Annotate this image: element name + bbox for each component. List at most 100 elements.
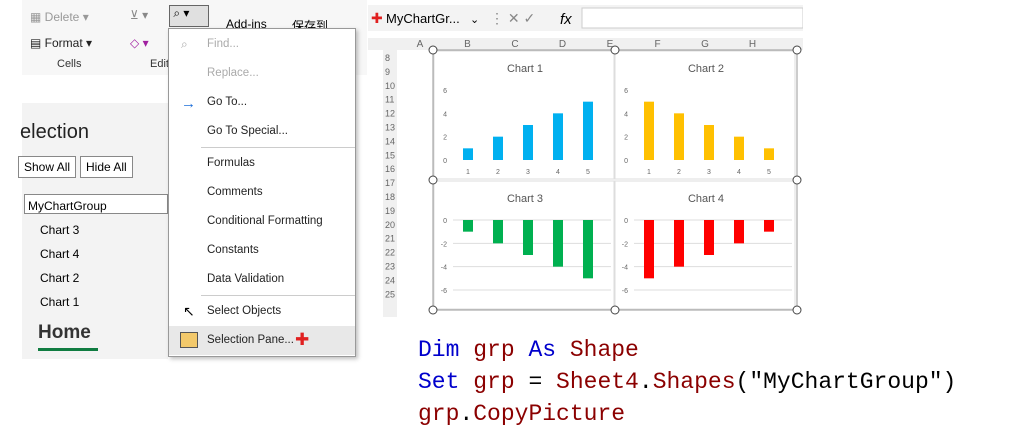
row-label: 25	[385, 289, 395, 299]
bar	[523, 220, 533, 255]
row-label: 19	[385, 206, 395, 216]
bar	[764, 148, 774, 160]
menu-item[interactable]: Selection Pane...	[207, 334, 294, 346]
group-label: Cells	[57, 58, 82, 70]
bar	[764, 220, 774, 232]
menu-item[interactable]: Formulas	[207, 157, 255, 169]
row-label: 21	[385, 234, 395, 244]
pane-item[interactable]: Chart 1	[40, 295, 80, 309]
row-label: 17	[385, 178, 395, 188]
bar	[704, 220, 714, 255]
pane-item[interactable]: Chart 3	[40, 223, 80, 237]
code-token: ("MyChartGroup")	[735, 369, 957, 395]
separator	[201, 147, 355, 148]
cursor-icon: ↖	[183, 303, 195, 319]
resize-handle	[428, 175, 438, 185]
menu-item[interactable]: Select Objects	[207, 305, 282, 317]
code-token: CopyPicture	[473, 401, 626, 427]
addins-button[interactable]: Add-ins	[226, 17, 267, 31]
x-tick-label: 3	[707, 169, 711, 176]
x-tick-label: 3	[526, 169, 530, 176]
x-tick-label: 2	[496, 169, 500, 176]
code-token: As	[528, 337, 557, 363]
menu-item[interactable]: Constants	[207, 244, 259, 256]
code-token: Set	[418, 369, 460, 395]
separator	[201, 295, 355, 296]
resize-handle	[792, 45, 802, 55]
column-label: G	[701, 39, 709, 50]
row-label: 8	[385, 53, 390, 63]
menu-item[interactable]: Find...	[207, 38, 239, 50]
bar	[704, 125, 714, 160]
bar	[493, 220, 503, 244]
y-tick-label: -2	[622, 241, 628, 248]
row-header	[383, 50, 397, 317]
find-select-button[interactable]: ⌕ ▾	[169, 5, 209, 27]
label: Delete	[44, 10, 80, 24]
label: Format	[44, 36, 83, 50]
bar	[674, 113, 684, 160]
code-token: .	[638, 369, 653, 395]
menu-item[interactable]: Go To Special...	[207, 125, 288, 137]
row-label: 16	[385, 164, 395, 174]
resize-handle	[792, 175, 802, 185]
row-label: 15	[385, 150, 395, 160]
resize-handle	[610, 45, 620, 55]
bar	[463, 148, 473, 160]
menu-item[interactable]: Conditional Formatting	[207, 215, 323, 227]
menu-item[interactable]: Data Validation	[207, 273, 285, 285]
pane-item[interactable]: Chart 4	[40, 247, 80, 261]
row-label: 10	[385, 81, 395, 91]
y-tick-label: -2	[441, 241, 447, 248]
code-token: .	[459, 401, 474, 427]
pane-title: election	[20, 121, 89, 143]
show-all-button[interactable]: Show All	[18, 156, 77, 178]
bar	[734, 220, 744, 244]
bar	[734, 136, 744, 160]
y-tick-label: 4	[443, 111, 447, 118]
bar	[644, 101, 654, 160]
column-label: H	[749, 39, 756, 50]
row-label: 9	[385, 67, 390, 77]
y-tick-label: -4	[441, 265, 447, 272]
selection-pane	[22, 103, 168, 359]
code-token: grp	[459, 337, 529, 363]
group-label: Edit	[150, 58, 169, 70]
hide-all-button[interactable]: Hide All	[80, 156, 133, 178]
menu-item[interactable]: Go To...	[207, 96, 248, 108]
y-tick-label: 0	[624, 218, 628, 225]
x-tick-label: 1	[466, 169, 470, 176]
x-tick-label: 4	[737, 169, 741, 176]
chart-title: Chart 2	[688, 63, 724, 75]
menu-highlight	[169, 326, 355, 355]
formula-input[interactable]	[581, 7, 803, 29]
column-label: D	[559, 39, 566, 50]
dropdown[interactable]: ⌄	[470, 14, 479, 26]
y-tick-label: 4	[624, 111, 628, 118]
group-item[interactable]: MyChartGroup	[24, 194, 168, 214]
fill-button[interactable]: ⊻ ▾	[130, 8, 149, 22]
row-label: 12	[385, 109, 395, 119]
column-label: C	[511, 39, 518, 50]
delete-button[interactable]: ▦ Delete ▾	[30, 10, 89, 24]
bar	[523, 125, 533, 160]
code-token: =	[528, 369, 557, 395]
name-box[interactable]: MyChartGr...	[386, 11, 460, 26]
menu-item[interactable]: Replace...	[207, 67, 259, 79]
formula-icons: ⋮ ✕ ✓	[490, 10, 535, 26]
resize-handle	[792, 305, 802, 315]
bar	[463, 220, 473, 232]
pane-item[interactable]: Chart 2	[40, 271, 80, 285]
home-tab[interactable]: Home	[38, 322, 91, 343]
menu-item[interactable]: Comments	[207, 186, 263, 198]
column-header	[368, 38, 803, 50]
spreadsheet: ✚ MyChartGr... ⌄ ⋮ ✕ ✓ fx A B C D E F G H891011…	[368, 5, 803, 317]
clear-button[interactable]: ◇ ▾	[130, 36, 149, 50]
code-token: Shape	[556, 337, 639, 363]
format-button[interactable]: ▤ Format ▾	[30, 36, 93, 50]
fx-label: fx	[560, 11, 572, 28]
y-tick-label: 2	[624, 135, 628, 142]
marker: ✚	[371, 10, 383, 26]
chart-title: Chart 4	[688, 193, 724, 205]
row-label: 20	[385, 220, 395, 230]
